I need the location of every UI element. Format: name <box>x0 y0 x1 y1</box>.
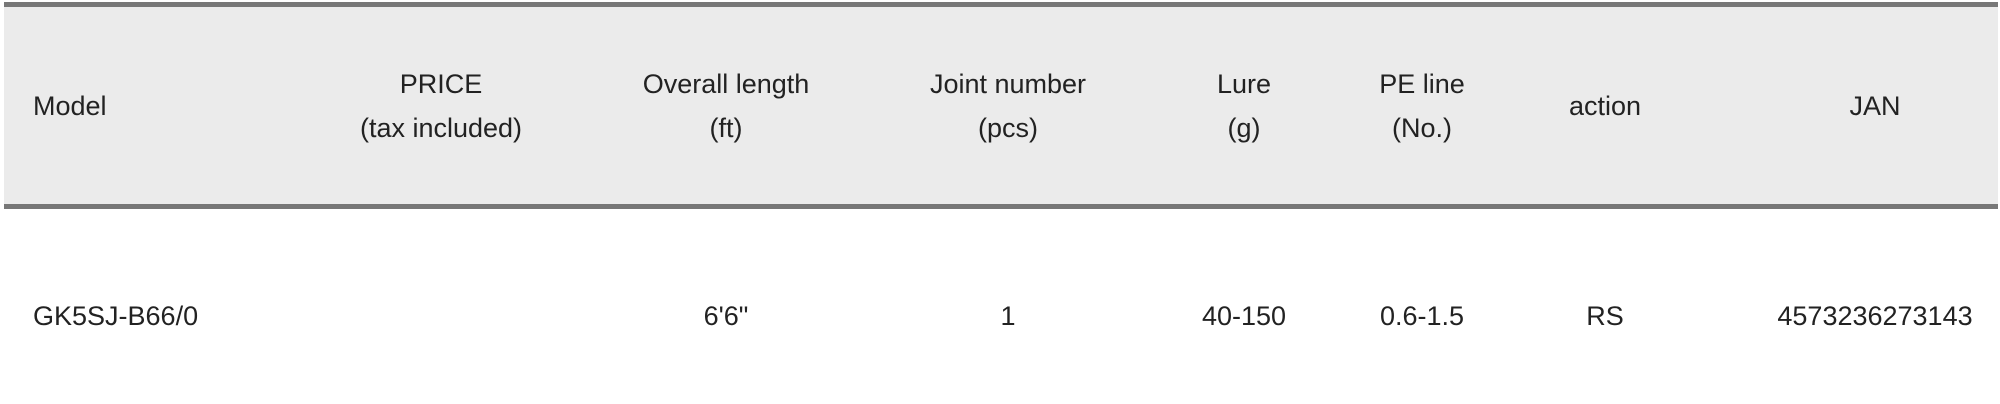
cell-pe-line: 0.6-1.5 <box>1379 300 1465 331</box>
header-price: PRICE (tax included) <box>341 7 541 204</box>
header-lure: Lure (g) <box>1144 7 1344 204</box>
header-pe-line: PE line (No.) <box>1322 7 1522 204</box>
header-label: PE line <box>1379 68 1465 99</box>
header-unit: (g) <box>1227 112 1261 143</box>
header-label: Model <box>33 90 107 121</box>
cell-action: RS <box>1586 300 1624 331</box>
header-unit: (No.) <box>1392 112 1452 143</box>
table-row: GK5SJ-B66/0 6'6" 1 40-150 0.6-1.5 RS 457… <box>4 209 1998 404</box>
cell-price <box>341 209 541 404</box>
header-action: action <box>1505 7 1705 204</box>
header-label: action <box>1568 90 1642 121</box>
header-label: Lure <box>1216 68 1272 99</box>
header-unit: (tax included) <box>359 112 523 143</box>
spec-table: Model PRICE (tax included) Overall length… <box>4 2 1998 404</box>
header-unit: (ft) <box>709 112 743 143</box>
cell-overall-length: 6'6" <box>703 300 749 331</box>
cell-jan: 4573236273143 <box>1777 300 1973 331</box>
table-header: Model PRICE (tax included) Overall length… <box>4 2 1998 209</box>
header-joint-number: Joint number (pcs) <box>908 7 1108 204</box>
cell-lure: 40-150 <box>1201 300 1287 331</box>
header-label: Joint number <box>929 68 1087 99</box>
cell-model: GK5SJ-B66/0 <box>33 300 199 331</box>
header-label: Overall length <box>642 68 810 99</box>
header-unit: (pcs) <box>978 112 1038 143</box>
cell-joint-number: 1 <box>1000 300 1016 331</box>
header-model: Model <box>33 7 333 204</box>
header-overall-length: Overall length (ft) <box>626 7 826 204</box>
header-label: PRICE <box>399 68 483 99</box>
header-label: JAN <box>1849 90 1901 121</box>
header-jan: JAN <box>1725 7 2000 204</box>
